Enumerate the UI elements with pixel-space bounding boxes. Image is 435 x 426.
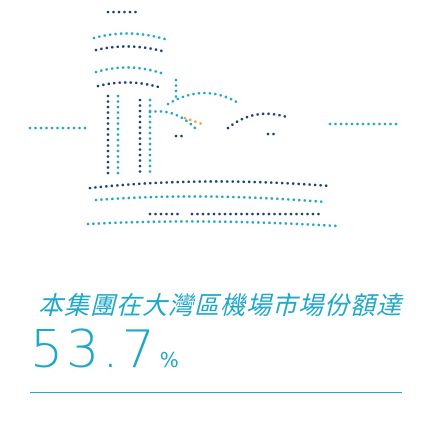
headline: 本集團在大灣區機場市場份額達 — [30, 286, 410, 322]
stat-value: 53.7 — [30, 320, 158, 380]
stat: 53.7% — [30, 320, 179, 380]
stat-unit: % — [160, 348, 179, 372]
divider — [30, 392, 402, 393]
infographic: 本集團在大灣區機場市場份額達 53.7% — [0, 0, 435, 426]
dotted-illustration — [0, 0, 435, 280]
